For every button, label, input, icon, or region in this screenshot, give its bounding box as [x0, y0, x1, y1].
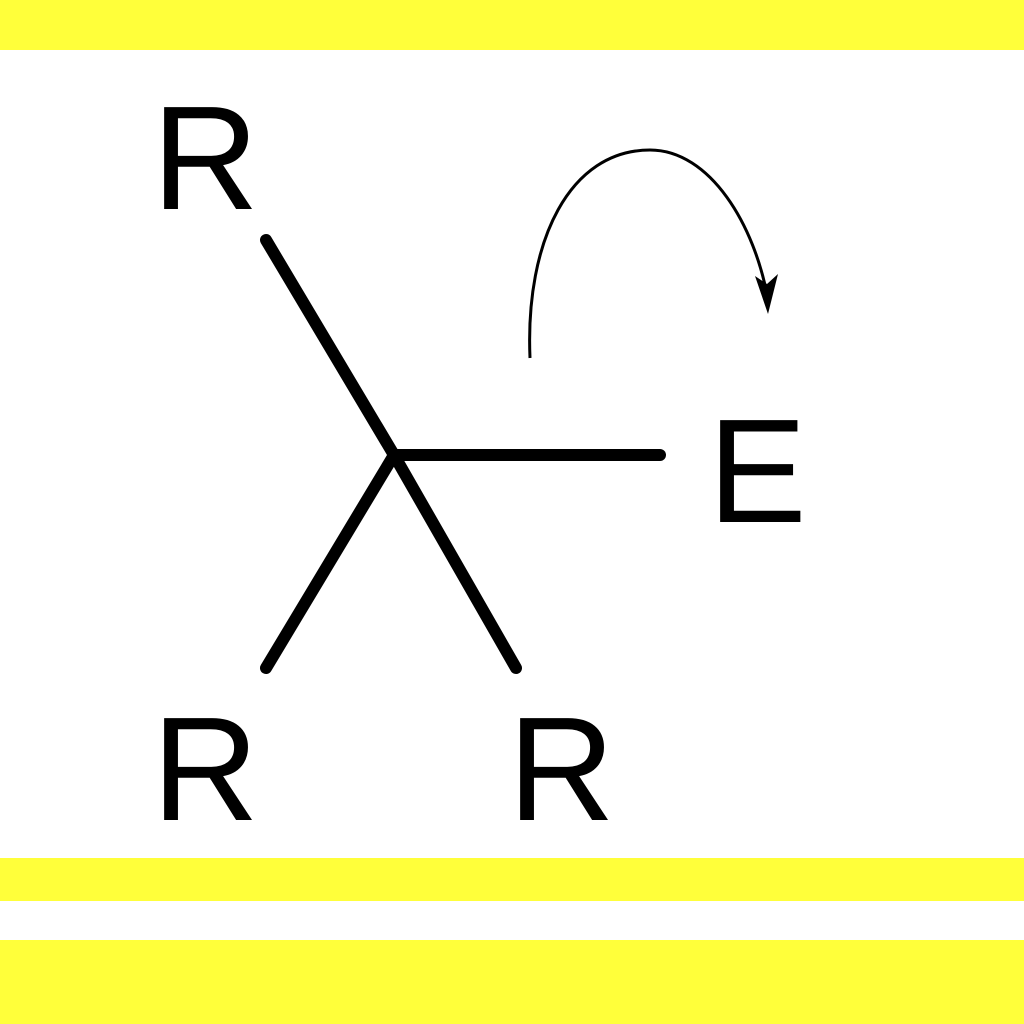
- yellow-band-middle: [0, 858, 1024, 901]
- yellow-band-bottom: [0, 940, 1024, 1024]
- curved-arrow-icon: [528, 148, 778, 359]
- bond-to-top-left-r: [260, 234, 400, 461]
- group-e: E: [708, 389, 807, 554]
- bond-to-bottom-right-r: [388, 449, 522, 674]
- substituent-top-left: R: [152, 76, 259, 241]
- bond-to-bottom-left-r: [260, 449, 400, 674]
- yellow-band-top: [0, 0, 1024, 50]
- substituent-bottom-left: R: [152, 687, 259, 852]
- substituent-bottom-right: R: [508, 687, 615, 852]
